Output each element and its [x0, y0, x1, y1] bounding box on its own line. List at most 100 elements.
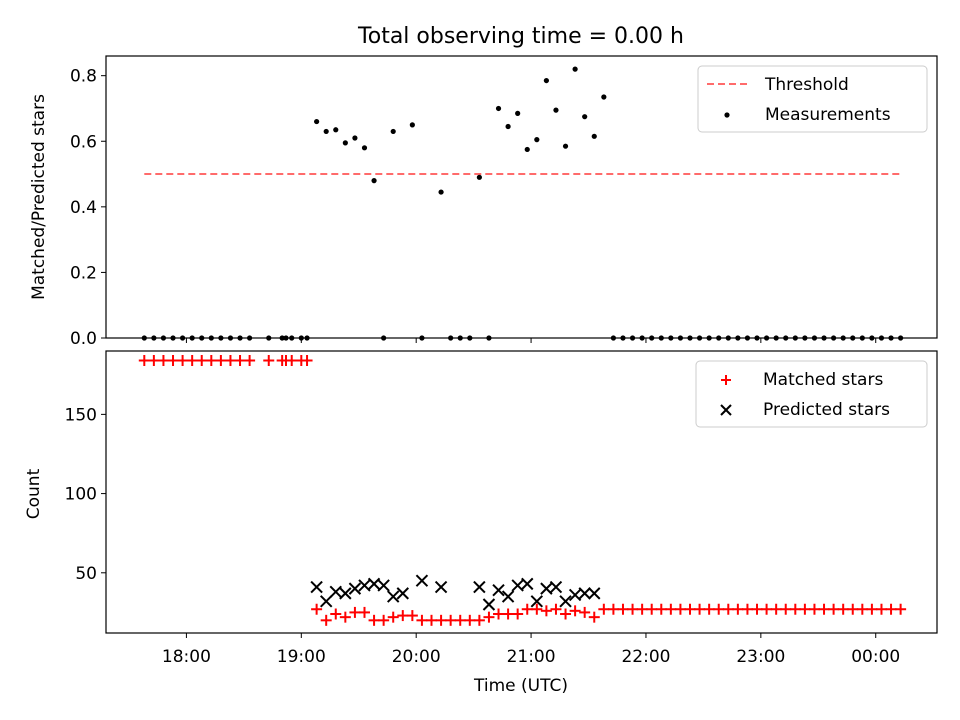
matched-star-point	[828, 603, 840, 615]
predicted-star-point	[492, 584, 505, 597]
matched-star-point	[426, 614, 438, 626]
predicted-star-point	[521, 577, 534, 591]
bottom-panel: 50 100 150 18:00 19:00 20:00 21:00 22:00 23:00 0…	[24, 350, 938, 696]
measurement-point	[553, 107, 559, 113]
matched-star-point	[224, 355, 236, 367]
predicted-star-point	[358, 579, 371, 592]
bottom-y-ticks: 50 100 150	[65, 405, 106, 584]
matched-star-point	[895, 603, 907, 615]
top-y-tick-label: 0.6	[70, 132, 97, 152]
matched-star-point	[636, 603, 648, 615]
predicted-star-point	[434, 580, 448, 594]
matched-star-point	[607, 603, 619, 615]
matched-star-point	[540, 605, 552, 617]
predicted-star-point	[387, 590, 400, 603]
bottom-plot-area	[138, 355, 907, 626]
matched-star-point	[761, 603, 773, 615]
matched-star-point	[808, 603, 820, 615]
predicted-star-point	[588, 587, 601, 600]
measurement-point	[505, 123, 511, 130]
matched-star-point	[550, 603, 562, 615]
matched-star-point	[665, 603, 677, 615]
matched-star-point	[196, 355, 208, 367]
predicted-star-point	[578, 587, 591, 600]
measurement-point	[361, 145, 368, 151]
measurement-point	[314, 118, 320, 125]
matched-star-point	[751, 603, 763, 615]
matched-star-point	[263, 355, 275, 367]
bottom-y-tick-label: 100	[65, 485, 97, 505]
matched-star-point	[167, 355, 179, 367]
bottom-x-ticks: 18:00 19:00 20:00 21:00 22:00 23:00 00:00	[162, 633, 900, 667]
matched-star-point	[244, 355, 256, 367]
top-panel: 0.00.20.40.60.8 Matched/Predicted stars …	[29, 55, 938, 349]
predicted-star-point	[530, 595, 544, 608]
matched-star-point	[502, 608, 514, 620]
measurement-point	[333, 127, 339, 133]
measurement-point	[534, 137, 540, 143]
matched-legend-label: Matched stars	[763, 370, 883, 390]
predicted-star-point	[559, 595, 572, 608]
measurement-point	[390, 128, 396, 135]
matched-star-point	[866, 603, 878, 615]
matched-legend-swatch	[721, 375, 731, 385]
x-tick-label: 18:00	[162, 647, 211, 667]
matched-star-point	[483, 611, 495, 623]
predicted-star-point	[511, 579, 524, 592]
matched-star-point	[215, 355, 227, 367]
bottom-legend: Matched stars Predicted stars	[695, 360, 928, 428]
predicted-star-point	[568, 588, 582, 602]
x-tick-label: 00:00	[851, 647, 900, 667]
matched-star-point	[416, 614, 428, 626]
matched-star-point	[531, 603, 543, 615]
predicted-star-point	[549, 580, 563, 594]
predicted-legend-label: Predicted stars	[763, 400, 890, 420]
x-tick-label: 19:00	[277, 647, 326, 667]
x-tick-label: 22:00	[621, 647, 670, 667]
matched-star-point	[885, 603, 897, 615]
matched-star-point	[358, 606, 370, 618]
x-tick-label: 21:00	[507, 647, 556, 667]
predicted-star-point	[329, 585, 342, 599]
matched-star-point	[674, 603, 686, 615]
measurement-point	[601, 94, 607, 100]
matched-star-point	[569, 605, 581, 617]
matched-star-point	[789, 603, 801, 615]
matched-star-point	[157, 355, 169, 367]
predicted-star-point	[482, 598, 496, 611]
measurement-point	[515, 110, 521, 116]
measurements-legend-swatch	[724, 112, 730, 118]
x-axis-label: Time (UTC)	[473, 676, 568, 696]
top-legend: Threshold Measurements	[697, 65, 928, 133]
matched-star-point	[205, 355, 217, 367]
matched-star-point	[732, 603, 744, 615]
measurement-point	[543, 77, 549, 84]
measurement-point	[524, 146, 530, 153]
predicted-star-point	[501, 590, 515, 603]
top-y-tick-label: 0.2	[70, 263, 97, 283]
matched-star-point	[493, 608, 505, 620]
x-tick-label: 20:00	[392, 647, 441, 667]
threshold-legend-label: Threshold	[764, 75, 849, 95]
matched-star-point	[741, 603, 753, 615]
measurements-legend-label: Measurements	[765, 105, 891, 125]
predicted-star-point	[540, 582, 553, 595]
top-y-tick-label: 0.4	[70, 198, 97, 218]
matched-star-point	[186, 355, 198, 367]
top-axes-frame	[105, 55, 938, 339]
matched-star-point	[148, 355, 160, 367]
predicted-star-point	[415, 574, 429, 587]
bottom-y-axis-label: Count	[24, 468, 44, 519]
matched-star-point	[330, 608, 342, 620]
matched-star-point	[560, 608, 572, 620]
matched-star-point	[847, 603, 859, 615]
top-y-tick-label: 0.8	[70, 67, 97, 87]
matched-star-point	[627, 603, 639, 615]
matched-star-point	[286, 355, 298, 367]
matched-star-point	[694, 603, 706, 615]
predicted-legend-swatch	[720, 404, 732, 416]
matched-star-point	[445, 614, 457, 626]
matched-star-point	[837, 603, 849, 615]
bottom-legend-box	[695, 360, 928, 428]
matched-star-point	[646, 603, 658, 615]
